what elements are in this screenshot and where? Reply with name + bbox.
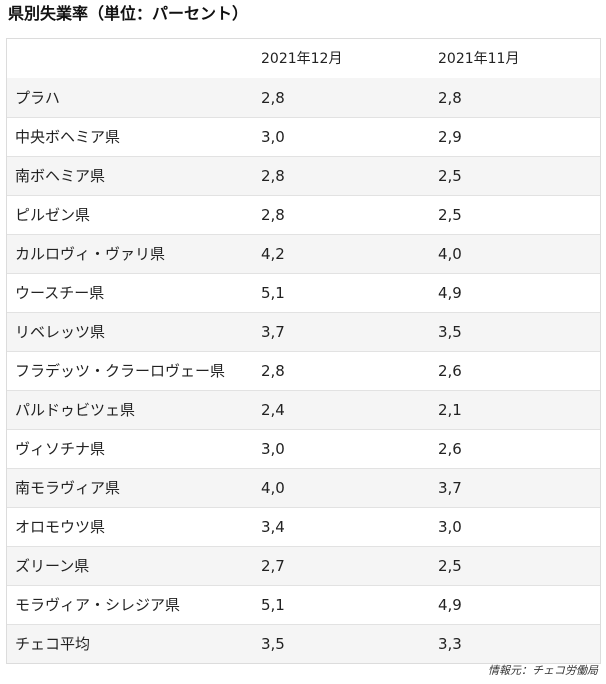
nov-value-cell: 3,0 [438,518,462,536]
page-title: 県別失業率（単位：パーセント） [8,4,249,23]
region-name-cell: プラハ [15,88,60,107]
table-row: 南ボヘミア県 2,8 2,5 [7,156,600,195]
nov-value-cell: 4,9 [438,596,462,614]
dec-value-cell: 2,8 [261,206,285,224]
region-name-cell: ピルゼン県 [15,206,91,224]
dec-value-cell: 3,7 [261,323,285,341]
table-row: パルドゥビツェ県 2,4 2,1 [7,390,600,429]
table-row: 中央ボヘミア県 3,0 2,9 [7,117,600,156]
region-name-cell: ウースチー県 [15,284,105,302]
table-row: モラヴィア・シレジア県 5,1 4,9 [7,585,600,624]
nov-value-cell: 2,9 [438,128,462,146]
table-row: チェコ平均 3,5 3,3 [7,624,600,663]
nov-value-cell: 3,7 [438,479,462,497]
nov-value-cell: 2,5 [438,557,462,575]
dec-value-cell: 3,0 [261,440,285,458]
table-row: カルロヴィ・ヴァリ県 4,2 4,0 [7,234,600,273]
nov-value-cell: 2,5 [438,206,462,224]
nov-value-cell: 2,6 [438,440,462,458]
dec-value-cell: 3,0 [261,128,285,146]
region-name-cell: ヴィソチナ県 [15,440,106,458]
dec-value-cell: 2,8 [261,88,285,107]
nov-value-cell: 3,3 [438,635,462,653]
region-name-cell: パルドゥビツェ県 [15,401,136,419]
table-row: プラハ 2,8 2,8 [7,78,600,117]
region-name-cell: 中央ボヘミア県 [15,128,121,146]
dec-value-cell: 2,7 [261,557,285,575]
dec-value-cell: 4,0 [261,479,285,497]
region-name-cell: オロモウツ県 [15,518,106,536]
table-row: リベレッツ県 3,7 3,5 [7,312,600,351]
table-body: プラハ 2,8 2,8 中央ボヘミア県 3,0 2,9 南ボヘミア県 2,8 2,5 ピルゼン県 2… [7,78,600,663]
region-name-cell: 南モラヴィア県 [15,479,121,497]
dec-value-cell: 3,5 [261,635,285,653]
nov-value-cell: 2,8 [438,88,462,107]
header-cell-nov-2021: 2021年11月 [438,50,520,67]
table-row: 南モラヴィア県 4,0 3,7 [7,468,600,507]
region-name-cell: モラヴィア・シレジア県 [15,596,181,614]
dec-value-cell: 4,2 [261,245,285,263]
nov-value-cell: 3,5 [438,323,462,341]
table-row: オロモウツ県 3,4 3,0 [7,507,600,546]
table-row: フラデッツ・クラーロヴェー県 2,8 2,6 [7,351,600,390]
nov-value-cell: 2,6 [438,362,462,380]
region-name-cell: リベレッツ県 [15,323,106,341]
dec-value-cell: 3,4 [261,518,285,536]
dec-value-cell: 2,8 [261,167,285,185]
nov-value-cell: 2,5 [438,167,462,185]
nov-value-cell: 4,9 [438,284,462,302]
source-note: 情報元：チェコ労働局 [488,664,598,677]
dec-value-cell: 5,1 [261,284,285,302]
table-row: ウースチー県 5,1 4,9 [7,273,600,312]
header-cell-dec-2021: 2021年12月 [261,50,343,67]
table-row: ズリーン県 2,7 2,5 [7,546,600,585]
table-row: ヴィソチナ県 3,0 2,6 [7,429,600,468]
region-name-cell: フラデッツ・クラーロヴェー県 [15,362,226,380]
region-name-cell: チェコ平均 [15,635,91,653]
region-name-cell: ズリーン県 [15,557,90,575]
region-name-cell: 南ボヘミア県 [15,167,106,185]
table-header-row: 2021年12月 2021年11月 [7,39,600,78]
dec-value-cell: 2,4 [261,401,285,419]
nov-value-cell: 4,0 [438,245,462,263]
unemployment-table: 2021年12月 2021年11月 プラハ 2,8 2,8 中央ボヘミア県 3,0 2,9… [6,38,601,664]
dec-value-cell: 5,1 [261,596,285,614]
dec-value-cell: 2,8 [261,362,285,380]
table-row: ピルゼン県 2,8 2,5 [7,195,600,234]
region-name-cell: カルロヴィ・ヴァリ県 [15,245,166,263]
nov-value-cell: 2,1 [438,401,462,419]
